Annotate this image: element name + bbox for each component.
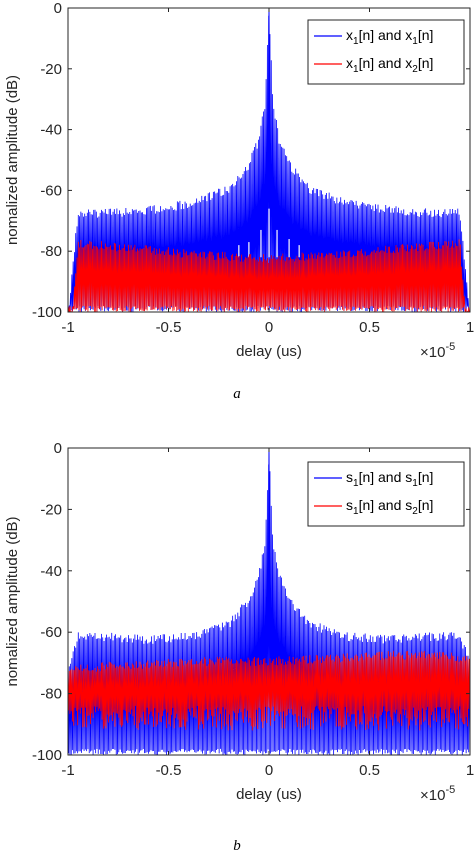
y-tick-label: -60 — [40, 182, 62, 199]
plot-lines — [68, 448, 470, 755]
series-peak-1 — [267, 448, 271, 633]
x-tick-label: 1 — [466, 319, 474, 336]
x-tick-label: 1 — [466, 762, 474, 779]
chart-a-svg: 0 -20 -40 -60 -80 -100-1 -0.5 0 0.5 1 delay (us) ×1… — [4, 0, 474, 361]
x-tick-label: -1 — [61, 762, 74, 779]
x-axis-label: delay (us) — [236, 786, 302, 803]
y-tick-label: 0 — [54, 440, 62, 457]
y-tick-label: -40 — [40, 563, 62, 580]
series-peak-1 — [267, 8, 271, 191]
x-tick-label: 0 — [265, 319, 273, 336]
legend-label-2: s1[n] and s2[n] — [346, 497, 433, 517]
legend-label-1: x1[n] and x1[n] — [346, 27, 433, 47]
x-tick-label: -1 — [61, 319, 74, 336]
legend-box — [307, 19, 465, 85]
chart-panel-a: 0 -20 -40 -60 -80 -100 -1 -0.5 0 0.5 1 delay (us) ×1… — [0, 0, 474, 410]
y-tick-label: 0 — [54, 0, 62, 17]
y-tick-label: -100 — [32, 304, 62, 321]
y-tick-label: -100 — [32, 747, 62, 764]
series-line-1 — [68, 464, 470, 755]
y-axis-label: nomalized amplitude (dB) — [4, 516, 21, 686]
caption-b: b — [233, 838, 241, 854]
plot-lines — [68, 8, 470, 312]
x-multiplier: ×10-5 — [420, 341, 455, 361]
legend-box — [307, 461, 465, 527]
series-line-2 — [68, 239, 470, 312]
legend: s1[n] and s1[n] s1[n] and s2[n] — [307, 461, 465, 527]
x-tick-label: 0.5 — [359, 319, 380, 336]
chart-panel-b: 0 -20 -40 -60 -80 -100 -1 -0.5 0 0.5 1 delay (us) ×1… — [0, 440, 474, 859]
x-axis-label: delay (us) — [236, 343, 302, 360]
y-tick-label: -20 — [40, 61, 62, 78]
series-line-2 — [68, 650, 470, 731]
legend-label-1: s1[n] and s1[n] — [346, 469, 433, 489]
y-tick-label: -80 — [40, 686, 62, 703]
y-axis-label: nomalized amplitude (dB) — [4, 75, 21, 245]
legend: x1[n] and x1[n] x1[n] and x2[n] — [307, 19, 465, 85]
y-tick-label: -20 — [40, 501, 62, 518]
y-tick-label: -80 — [40, 243, 62, 260]
x-tick-label: 0.5 — [359, 762, 380, 779]
x-tick-label: -0.5 — [156, 762, 182, 779]
x-tick-label: 0 — [265, 762, 273, 779]
chart-b-svg: 0 -20 -40 -60 -80 -100-1 -0.5 0 0.5 1 delay (us) ×1… — [4, 440, 474, 804]
y-tick-label: -60 — [40, 624, 62, 641]
x-tick-label: -0.5 — [156, 319, 182, 336]
x-multiplier: ×10-5 — [420, 784, 455, 804]
y-tick-label: -40 — [40, 122, 62, 139]
legend-label-2: x1[n] and x2[n] — [346, 55, 433, 75]
caption-a: a — [233, 386, 241, 402]
